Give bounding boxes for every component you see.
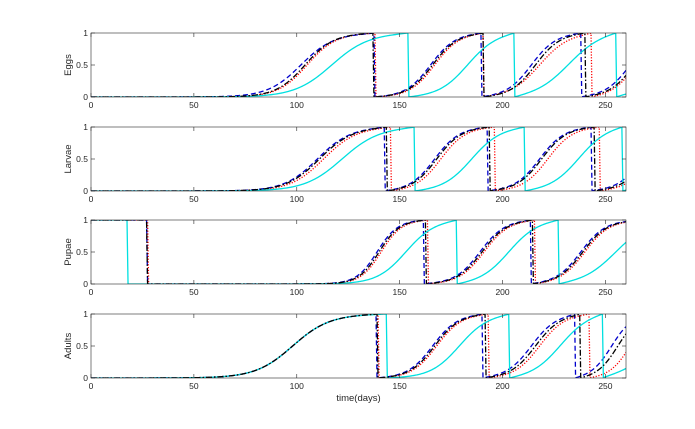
x-tick-label: 0	[89, 287, 94, 297]
series-line-black	[91, 220, 626, 284]
x-tick-label: 100	[290, 287, 304, 297]
x-tick-label: 50	[189, 381, 199, 391]
x-tick-label: 100	[290, 194, 304, 204]
x-tick-label: 150	[393, 194, 407, 204]
y-tick-label: 1	[83, 28, 88, 38]
panel-adults: 0 50 100 150 200 250 0 0.5 1 Adults time(days)	[63, 309, 627, 404]
x-tick-label: 50	[189, 194, 199, 204]
panel-eggs: 0 50 100 150 200 250 0 0.5 1 Eggs	[63, 28, 627, 110]
y-tick-label: 1	[83, 309, 88, 319]
y-tick-label: 0.5	[76, 341, 88, 351]
y-tick-label: 0	[83, 92, 88, 102]
x-tick-label: 150	[393, 100, 407, 110]
y-tick-label: 0.5	[76, 247, 88, 257]
x-tick-label: 250	[598, 381, 612, 391]
x-axis-label: time(days)	[336, 393, 380, 404]
x-tick-label: 50	[189, 287, 199, 297]
x-tick-label: 250	[598, 194, 612, 204]
y-tick-label: 0	[83, 373, 88, 383]
series-group	[91, 220, 626, 284]
y-axis-label: Pupae	[63, 238, 74, 265]
plot-area	[91, 314, 626, 378]
y-axis-label: Larvae	[63, 144, 74, 173]
x-tick-label: 100	[290, 381, 304, 391]
x-tick-label: 50	[189, 100, 199, 110]
y-tick-label: 0.5	[76, 60, 88, 70]
x-tick-label: 150	[393, 287, 407, 297]
x-tick-label: 250	[598, 287, 612, 297]
y-axis-label: Eggs	[63, 54, 74, 76]
plot-area	[91, 33, 626, 97]
x-tick-label: 200	[495, 287, 509, 297]
panel-pupae: 0 50 100 150 200 250 0 0.5 1 Pupae	[63, 215, 627, 297]
y-tick-label: 0	[83, 186, 88, 196]
panel-larvae: 0 50 100 150 200 250 0 0.5 1 Larvae	[63, 122, 627, 204]
y-tick-label: 0.5	[76, 154, 88, 164]
x-tick-label: 0	[89, 381, 94, 391]
y-tick-label: 1	[83, 215, 88, 225]
x-tick-label: 0	[89, 100, 94, 110]
plot-area	[91, 127, 626, 191]
x-tick-label: 0	[89, 194, 94, 204]
y-axis-label: Adults	[63, 333, 74, 360]
x-tick-label: 100	[290, 100, 304, 110]
series-line-cyan	[91, 220, 626, 284]
y-tick-label: 1	[83, 122, 88, 132]
x-tick-label: 200	[495, 100, 509, 110]
x-tick-label: 200	[495, 381, 509, 391]
x-tick-label: 150	[393, 381, 407, 391]
x-tick-label: 250	[598, 100, 612, 110]
x-tick-label: 200	[495, 194, 509, 204]
plot-area	[91, 220, 626, 284]
y-tick-label: 0	[83, 279, 88, 289]
